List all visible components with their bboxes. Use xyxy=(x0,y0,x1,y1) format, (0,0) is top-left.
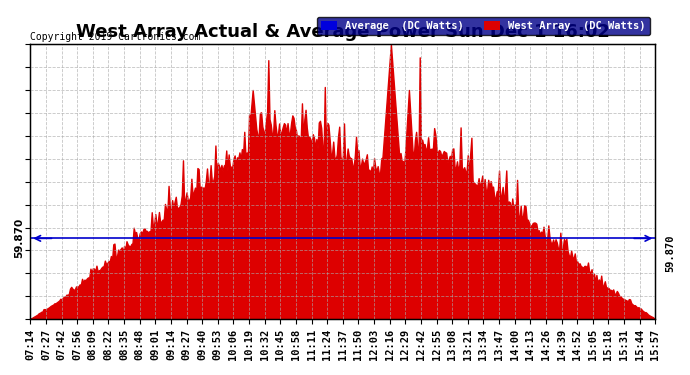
Text: 59.870: 59.870 xyxy=(14,218,24,258)
Legend: Average  (DC Watts), West Array  (DC Watts): Average (DC Watts), West Array (DC Watts… xyxy=(317,17,650,35)
Text: Copyright 2019 Cartronics.com: Copyright 2019 Cartronics.com xyxy=(30,32,201,42)
Title: West Array Actual & Average Power Sun Dec 1 16:02: West Array Actual & Average Power Sun De… xyxy=(76,24,610,42)
